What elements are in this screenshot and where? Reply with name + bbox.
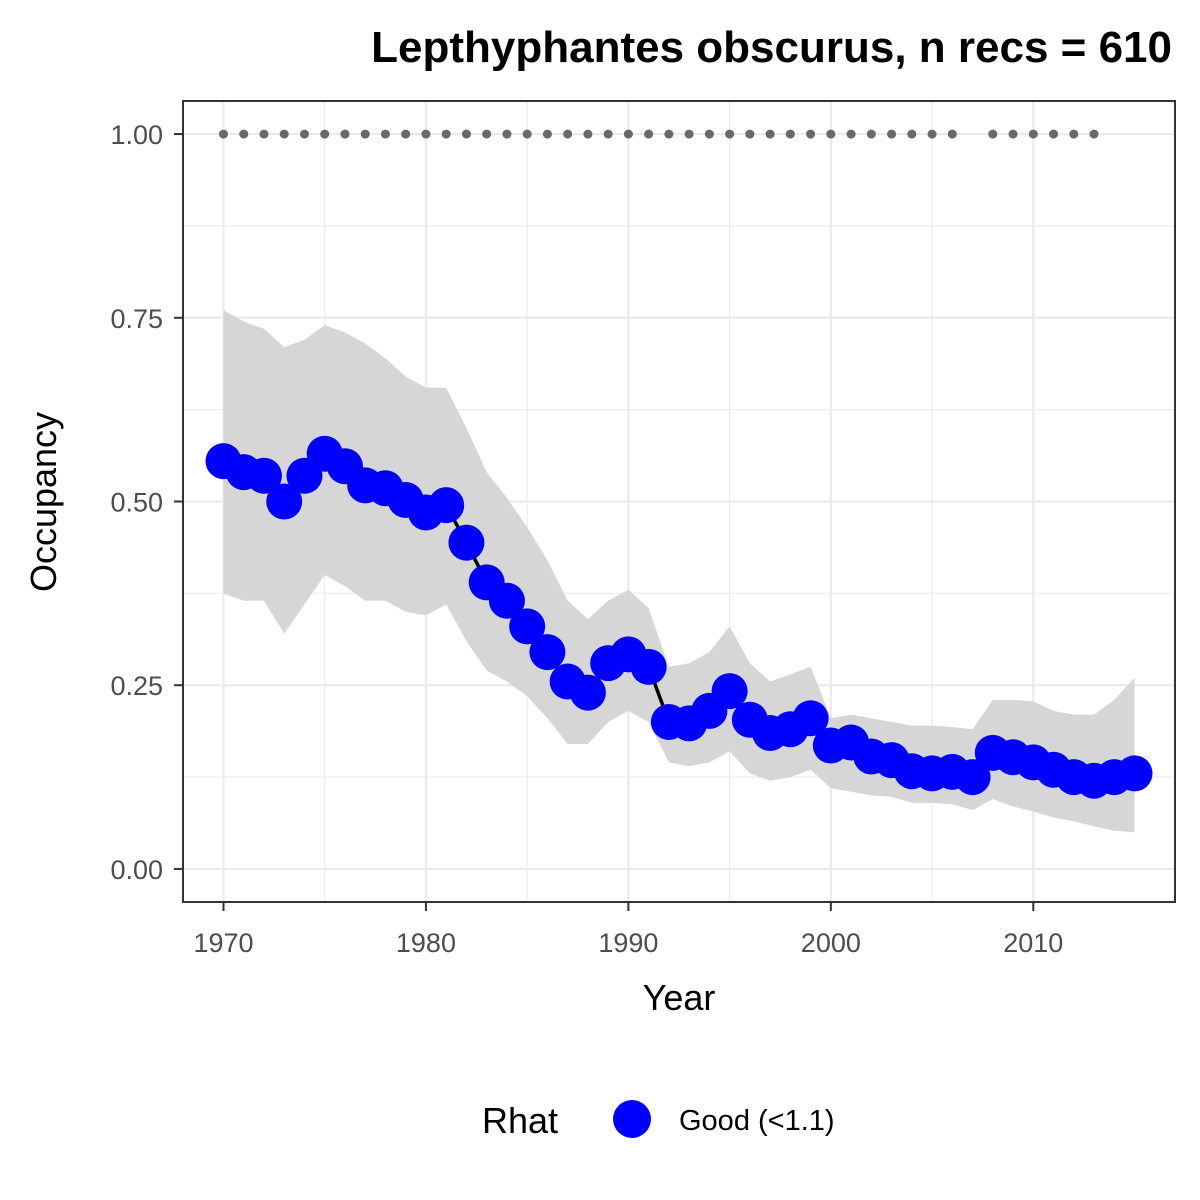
data-point (792, 700, 829, 737)
y-tick-label: 0.00 (110, 855, 163, 885)
record-years-layer (218, 129, 1099, 139)
record-year-dot (441, 129, 451, 139)
data-point (630, 648, 667, 685)
record-year-dot (704, 129, 714, 139)
record-year-dot (1089, 129, 1099, 139)
x-tick-label: 1990 (598, 928, 658, 958)
record-year-dot (401, 129, 411, 139)
y-axis: 0.00 0.25 0.50 0.75 1.00 (110, 120, 183, 885)
record-year-dot (421, 129, 431, 139)
record-year-dot (725, 129, 735, 139)
record-year-dot (866, 129, 876, 139)
record-year-dot (623, 129, 633, 139)
y-tick-label: 1.00 (110, 120, 163, 150)
record-year-dot (380, 129, 390, 139)
data-point (1116, 755, 1153, 792)
record-year-dot (279, 129, 289, 139)
record-year-dot (927, 129, 937, 139)
legend-key-good (613, 1100, 651, 1138)
data-point (509, 608, 546, 645)
x-tick-label: 1970 (193, 928, 253, 958)
record-year-dot (522, 129, 532, 139)
record-year-dot (644, 129, 654, 139)
record-year-dot (502, 129, 512, 139)
record-year-dot (320, 129, 330, 139)
record-year-dot (482, 129, 492, 139)
record-year-dot (907, 129, 917, 139)
legend-label-good: Good (<1.1) (679, 1105, 835, 1137)
record-year-dot (1049, 129, 1059, 139)
data-points-layer (205, 435, 1153, 799)
record-year-dot (887, 129, 897, 139)
data-point (448, 524, 485, 561)
legend-title: Rhat (482, 1100, 558, 1141)
record-year-dot (239, 129, 249, 139)
record-year-dot (340, 129, 350, 139)
x-tick-label: 1980 (396, 928, 456, 958)
x-axis: 1970 1980 1990 2000 2010 (193, 902, 1063, 958)
record-year-dot (603, 129, 613, 139)
record-year-dot (664, 129, 674, 139)
data-point (266, 483, 303, 520)
record-year-dot (299, 129, 309, 139)
data-point (428, 487, 465, 524)
data-point (488, 582, 525, 619)
record-year-dot (947, 129, 957, 139)
record-year-dot (360, 129, 370, 139)
data-point (569, 674, 606, 711)
record-year-dot (988, 129, 998, 139)
record-year-dot (583, 129, 593, 139)
record-year-dot (218, 129, 228, 139)
confidence-ribbon (223, 310, 1135, 833)
record-year-dot (542, 129, 552, 139)
confidence-ribbon-layer (223, 310, 1135, 833)
record-year-dot (826, 129, 836, 139)
record-year-dot (259, 129, 269, 139)
record-year-dot (461, 129, 471, 139)
data-point (529, 634, 566, 671)
y-tick-label: 0.25 (110, 671, 163, 701)
record-year-dot (846, 129, 856, 139)
data-point (245, 457, 282, 494)
record-year-dot (765, 129, 775, 139)
record-year-dot (1069, 129, 1079, 139)
record-year-dot (1028, 129, 1038, 139)
chart-title: Lepthyphantes obscurus, n recs = 610 (371, 23, 1172, 72)
record-year-dot (745, 129, 755, 139)
record-year-dot (806, 129, 816, 139)
data-point (954, 759, 991, 796)
y-tick-label: 0.75 (110, 304, 163, 334)
record-year-dot (1008, 129, 1018, 139)
x-axis-title: Year (643, 977, 716, 1018)
x-tick-label: 2010 (1003, 928, 1063, 958)
record-year-dot (684, 129, 694, 139)
y-tick-label: 0.50 (110, 488, 163, 518)
record-year-dot (563, 129, 573, 139)
y-axis-title: Occupancy (23, 412, 64, 592)
x-tick-label: 2000 (801, 928, 861, 958)
data-point (711, 673, 748, 710)
grid-lines (183, 101, 1175, 902)
legend: Rhat Good (<1.1) (482, 1100, 835, 1141)
record-year-dot (785, 129, 795, 139)
